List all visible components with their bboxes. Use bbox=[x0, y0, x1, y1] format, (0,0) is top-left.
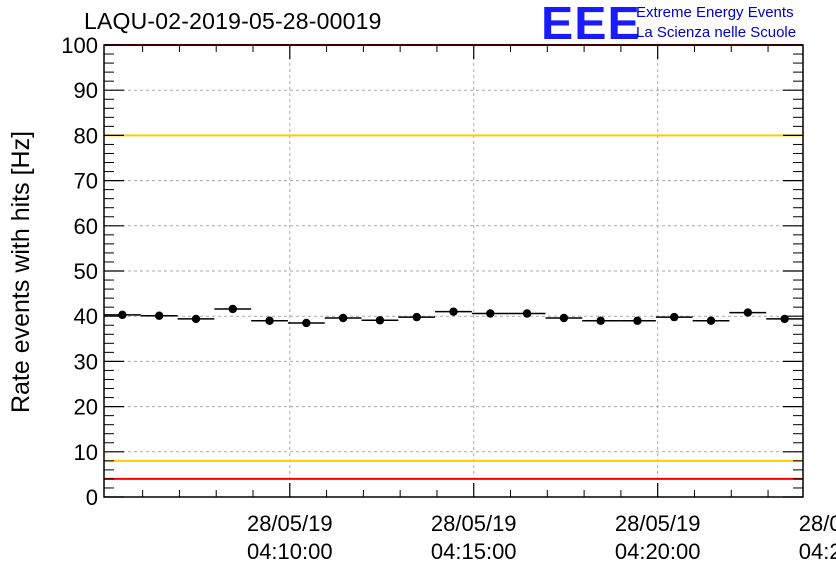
data-points bbox=[104, 304, 803, 328]
x-tick-date: 28/05/19 bbox=[799, 511, 836, 536]
data-point bbox=[596, 316, 605, 325]
y-tick-label: 60 bbox=[74, 214, 98, 239]
y-tick-label: 50 bbox=[74, 259, 98, 284]
x-tick-date: 28/05/19 bbox=[247, 511, 333, 536]
data-point bbox=[118, 310, 127, 320]
data-point bbox=[265, 316, 274, 325]
data-point bbox=[743, 308, 753, 317]
x-tick-date: 28/05/19 bbox=[431, 511, 517, 536]
data-point bbox=[559, 313, 569, 323]
x-tick-date: 28/05/19 bbox=[615, 511, 701, 536]
y-tick-label: 70 bbox=[74, 169, 98, 194]
y-tick-label: 100 bbox=[61, 33, 98, 58]
reference-lines bbox=[104, 44, 803, 480]
eee-logo: EEE bbox=[541, 0, 641, 49]
data-point bbox=[375, 316, 385, 325]
data-point bbox=[154, 311, 164, 320]
subtitle-line-1: Extreme Energy Events bbox=[636, 4, 794, 21]
grid-lines bbox=[104, 45, 803, 497]
axis-ticks bbox=[104, 44, 803, 498]
x-tick-labels: 28/05/19 04:10:00 28/05/19 04:15:00 28/05/19… bbox=[247, 511, 836, 564]
data-point bbox=[706, 316, 716, 325]
x-tick-time: 04:10:00 bbox=[247, 539, 333, 564]
y-tick-label: 40 bbox=[74, 304, 98, 329]
x-tick-time: 04:25:00 bbox=[799, 539, 836, 564]
data-point bbox=[191, 314, 201, 324]
data-point bbox=[338, 313, 348, 323]
y-tick-label: 20 bbox=[74, 395, 98, 420]
data-point bbox=[780, 314, 789, 324]
data-point bbox=[302, 318, 311, 328]
x-tick-time: 04:20:00 bbox=[615, 539, 701, 564]
data-point bbox=[449, 307, 458, 316]
logo-subtitle: Extreme Energy Events La Scienza nelle S… bbox=[636, 3, 796, 43]
data-point bbox=[633, 316, 642, 325]
data-point bbox=[412, 312, 421, 322]
chart-title: LAQU-02-2019-05-28-00019 bbox=[84, 8, 382, 34]
y-tick-label: 0 bbox=[86, 485, 98, 510]
y-tick-label: 80 bbox=[74, 123, 98, 148]
data-point bbox=[522, 309, 532, 318]
data-point bbox=[670, 312, 679, 322]
y-tick-label: 30 bbox=[74, 349, 98, 374]
data-point bbox=[486, 309, 495, 318]
subtitle-line-2: La Scienza nelle Scuole bbox=[636, 24, 797, 41]
x-tick-time: 04:15:00 bbox=[431, 539, 517, 564]
y-tick-label: 90 bbox=[74, 78, 98, 103]
data-point bbox=[228, 304, 237, 314]
y-tick-labels: 0 10 20 30 40 50 60 70 80 90 100 bbox=[61, 33, 98, 510]
y-tick-label: 10 bbox=[74, 440, 98, 465]
y-axis-label: Rate events with hits [Hz] bbox=[7, 131, 35, 413]
